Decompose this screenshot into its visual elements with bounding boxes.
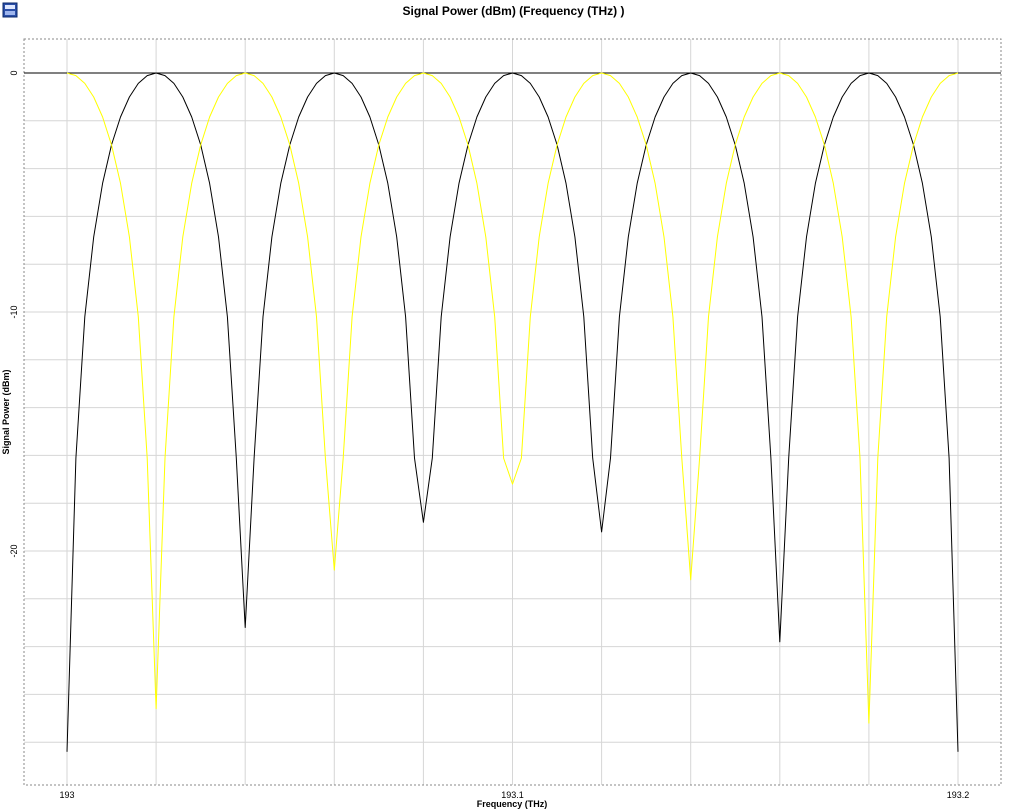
x-axis-label: Frequency (THz): [477, 799, 548, 809]
tick-labels: 193 193.1 193.2 0 -10 -20: [9, 70, 969, 800]
app-icon[interactable]: [2, 2, 18, 18]
plot-frame: [23, 38, 1002, 786]
y-tick-label: -20: [9, 544, 19, 557]
series-2-line: [66, 72, 959, 724]
x-tick-label: 193: [59, 790, 74, 800]
y-tick-label: -10: [9, 305, 19, 318]
chart-title: Signal Power (dBm) (Frequency (THz) ): [402, 4, 625, 18]
grid: [24, 39, 1001, 785]
y-tick-label: 0: [9, 70, 19, 75]
x-tick-label: 193.2: [947, 790, 970, 800]
x-tick-label: 193.1: [501, 790, 524, 800]
series-group: [66, 72, 959, 752]
series-1-line: [66, 72, 959, 752]
y-axis-label: Signal Power (dBm): [1, 369, 11, 454]
